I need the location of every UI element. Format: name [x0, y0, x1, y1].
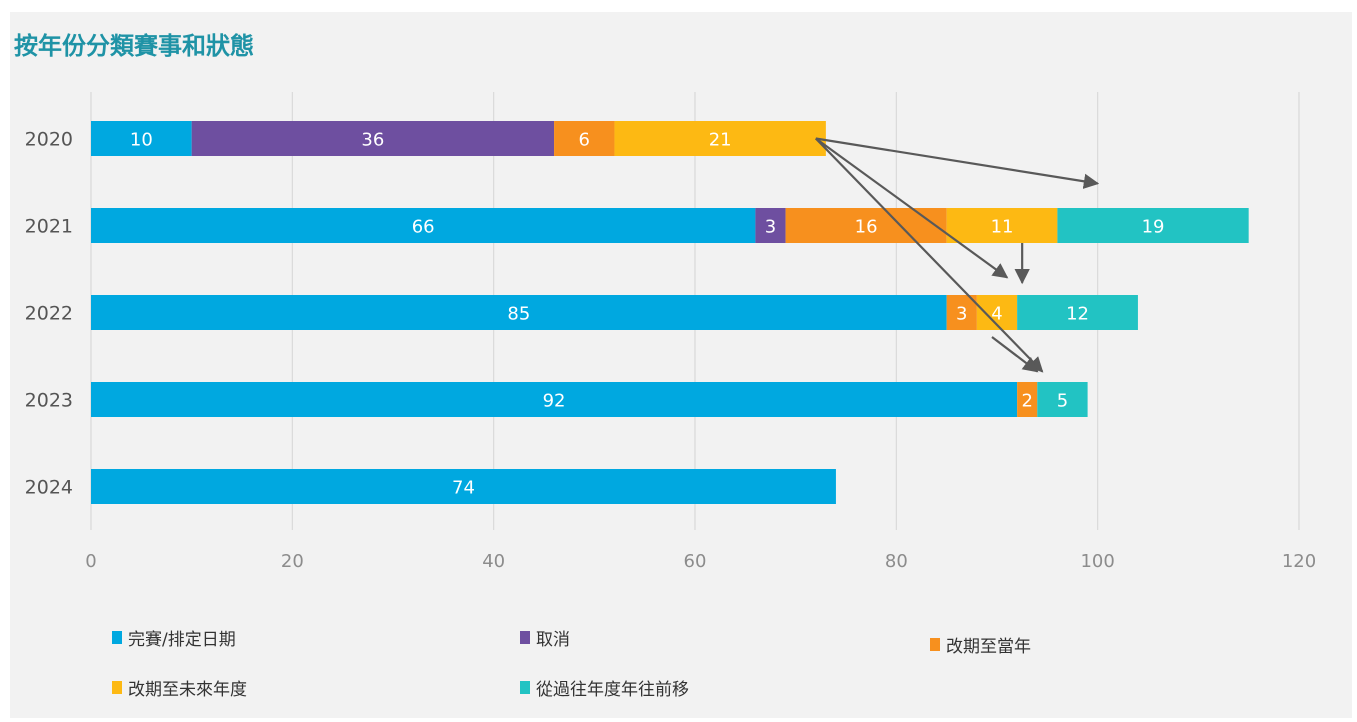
- data-label: 36: [361, 130, 384, 151]
- bar-segment: [1017, 295, 1138, 330]
- y-category-label: 2021: [25, 216, 73, 238]
- legend-item: 取消: [520, 625, 570, 650]
- annotation-arrow: [815, 137, 1044, 373]
- bar-segment: [91, 208, 756, 243]
- bar-segment: [191, 121, 555, 156]
- data-label: 6: [579, 130, 590, 151]
- data-label: 3: [956, 304, 967, 325]
- legend-label: 完賽/排定日期: [128, 630, 236, 650]
- x-tick-label: 100: [1080, 551, 1114, 572]
- legend-swatch: [930, 638, 940, 651]
- data-label: 4: [991, 304, 1002, 325]
- legend-label: 取消: [536, 630, 570, 650]
- data-label: 19: [1142, 217, 1165, 238]
- legend-swatch: [520, 631, 530, 644]
- legend-item: 從過往年度年往前移: [520, 675, 689, 700]
- annotation-arrow: [815, 137, 1009, 279]
- x-tick-label: 20: [281, 551, 304, 572]
- legend-item: 改期至未來年度: [112, 675, 247, 700]
- y-category-label: 2024: [25, 477, 73, 499]
- bar-segment: [1017, 382, 1038, 417]
- data-label: 12: [1066, 304, 1089, 325]
- data-label: 11: [991, 217, 1014, 238]
- legend-swatch: [520, 681, 530, 694]
- bar-segment: [946, 208, 1058, 243]
- x-tick-label: 80: [885, 551, 908, 572]
- x-tick-label: 60: [684, 551, 707, 572]
- x-tick-label: 40: [482, 551, 505, 572]
- bar-segment: [91, 382, 1018, 417]
- bar-segment: [554, 121, 615, 156]
- legend-swatch: [112, 681, 122, 694]
- bar-segment: [91, 121, 192, 156]
- bar-segment: [1037, 382, 1088, 417]
- bar-segment: [1057, 208, 1249, 243]
- y-category-label: 2022: [25, 303, 73, 325]
- legend-item: 改期至當年: [930, 632, 1031, 657]
- data-label: 66: [412, 217, 435, 238]
- data-label: 10: [130, 130, 153, 151]
- bar-segment: [91, 469, 836, 504]
- x-tick-label: 0: [85, 551, 96, 572]
- data-label: 2: [1021, 391, 1032, 412]
- data-label: 85: [507, 304, 530, 325]
- y-category-label: 2023: [25, 390, 73, 412]
- annotation-arrow: [991, 336, 1039, 373]
- legend-label: 從過往年度年往前移: [536, 680, 689, 700]
- bar-segment: [755, 208, 786, 243]
- data-label: 16: [855, 217, 878, 238]
- x-tick-label: 120: [1282, 551, 1316, 572]
- bar-segment: [614, 121, 826, 156]
- data-label: 74: [452, 478, 475, 499]
- annotation-arrow: [815, 137, 1100, 189]
- data-label: 3: [765, 217, 776, 238]
- bar-segment: [91, 295, 947, 330]
- y-category-label: 2020: [25, 129, 73, 151]
- legend-label: 改期至未來年度: [128, 680, 247, 700]
- chart-title: 按年份分類賽事和狀態: [14, 32, 254, 60]
- legend-label: 改期至當年: [946, 637, 1031, 657]
- data-label: 92: [543, 391, 566, 412]
- legend-item: 完賽/排定日期: [112, 625, 236, 650]
- legend-swatch: [112, 631, 122, 644]
- data-label: 21: [709, 130, 732, 151]
- data-label: 5: [1057, 391, 1068, 412]
- bar-segment: [946, 295, 977, 330]
